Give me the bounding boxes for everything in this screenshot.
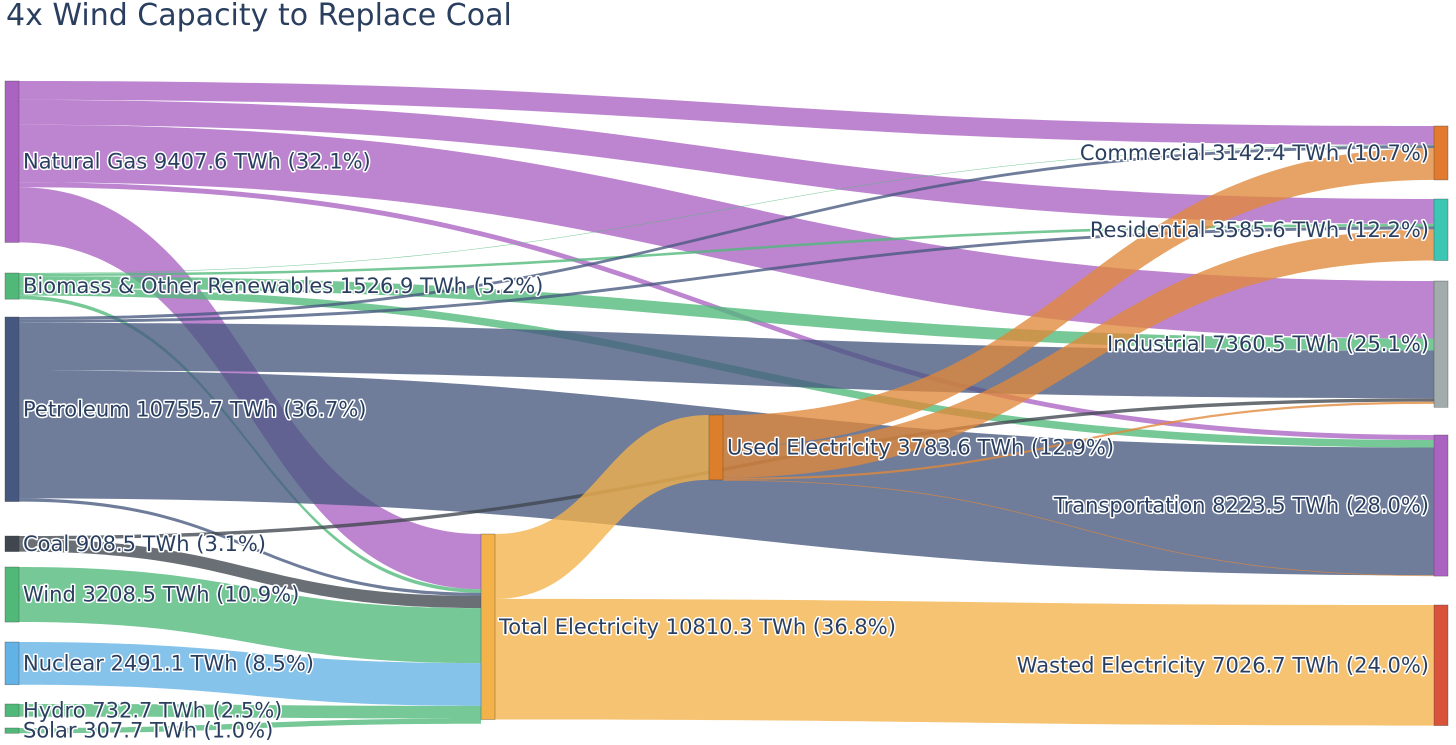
node-coal[interactable] [4,535,20,552]
node-wasted-electricity[interactable] [1433,604,1449,726]
node-used-electricity[interactable] [708,414,724,481]
node-natural-gas[interactable] [4,80,20,243]
node-label-used-electricity: Used Electricity 3783.6 TWh (12.9%) [727,435,1114,459]
node-label-hydro: Hydro 732.7 TWh (2.5%) [23,698,282,722]
link-coal-to-total_electricity[interactable] [19,539,481,609]
link-petroleum-to-residential[interactable] [19,226,1434,323]
link-used_electricity-to-residential[interactable] [723,229,1434,478]
link-biomass-to-industrial[interactable] [19,276,1434,351]
node-solar[interactable] [4,727,20,734]
node-nuclear[interactable] [4,641,20,686]
node-label-residential: Residential 3585.6 TWh (12.2%) [1090,218,1429,242]
node-label-wind: Wind 3208.5 TWh (10.9%) [23,583,299,607]
node-label-commercial: Commercial 3142.4 TWh (10.7%) [1080,141,1429,165]
link-petroleum-to-total_electricity[interactable] [19,498,481,596]
node-label-petroleum: Petroleum 10755.7 TWh (36.7%) [23,397,366,421]
link-solar-to-total_electricity[interactable] [19,718,481,734]
node-industrial[interactable] [1433,280,1449,408]
node-label-biomass: Biomass & Other Renewables 1526.9 TWh (5… [23,274,543,298]
link-total_electricity-to-wasted_electricity[interactable] [495,598,1434,726]
node-label-nuclear: Nuclear 2491.1 TWh (8.5%) [23,651,314,675]
link-petroleum-to-commercial[interactable] [19,145,1434,320]
node-hydro[interactable] [4,703,20,717]
chart-title: 4x Wind Capacity to Replace Coal [6,0,512,33]
node-label-wasted-electricity: Wasted Electricity 7026.7 TWh (24.0%) [1017,653,1429,677]
node-transportation[interactable] [1433,434,1449,577]
node-label-solar: Solar 307.7 TWh (1.0%) [23,719,273,743]
node-residential[interactable] [1433,198,1449,261]
link-petroleum-to-industrial[interactable] [19,322,1434,399]
node-label-transportation: Transportation 8223.5 TWh (28.0%) [1053,494,1429,518]
node-petroleum[interactable] [4,316,20,502]
link-used_electricity-to-commercial[interactable] [723,148,1434,447]
link-nuclear-to-total_electricity[interactable] [19,642,481,706]
link-natural_gas-to-residential[interactable] [19,99,1434,224]
node-label-natural-gas: Natural Gas 9407.6 TWh (32.1%) [23,150,371,174]
link-natural_gas-to-commercial[interactable] [19,81,1434,145]
node-wind[interactable] [4,566,20,623]
node-label-total-electricity: Total Electricity 10810.3 TWh (36.8%) [498,615,896,639]
link-biomass-to-commercial[interactable] [19,144,1434,274]
node-total-electricity[interactable] [480,533,496,720]
node-label-coal: Coal 908.5 TWh (3.1%) [23,532,266,556]
node-label-industrial: Industrial 7360.5 TWh (25.1%) [1107,332,1429,356]
link-used_electricity-to-industrial[interactable] [723,401,1434,481]
node-commercial[interactable] [1433,125,1449,181]
links-layer [19,81,1434,734]
link-used_electricity-to-transportation[interactable] [723,480,1434,577]
labels-layer: Natural Gas 9407.6 TWh (32.1%) Biomass & … [22,139,1431,744]
link-wind-to-total_electricity[interactable] [19,567,481,664]
link-hydro-to-total_electricity[interactable] [19,704,481,719]
node-biomass[interactable] [4,272,20,300]
nodes-layer [4,80,1449,734]
link-total_electricity-to-used_electricity[interactable] [495,415,709,599]
link-biomass-to-residential[interactable] [19,223,1434,277]
